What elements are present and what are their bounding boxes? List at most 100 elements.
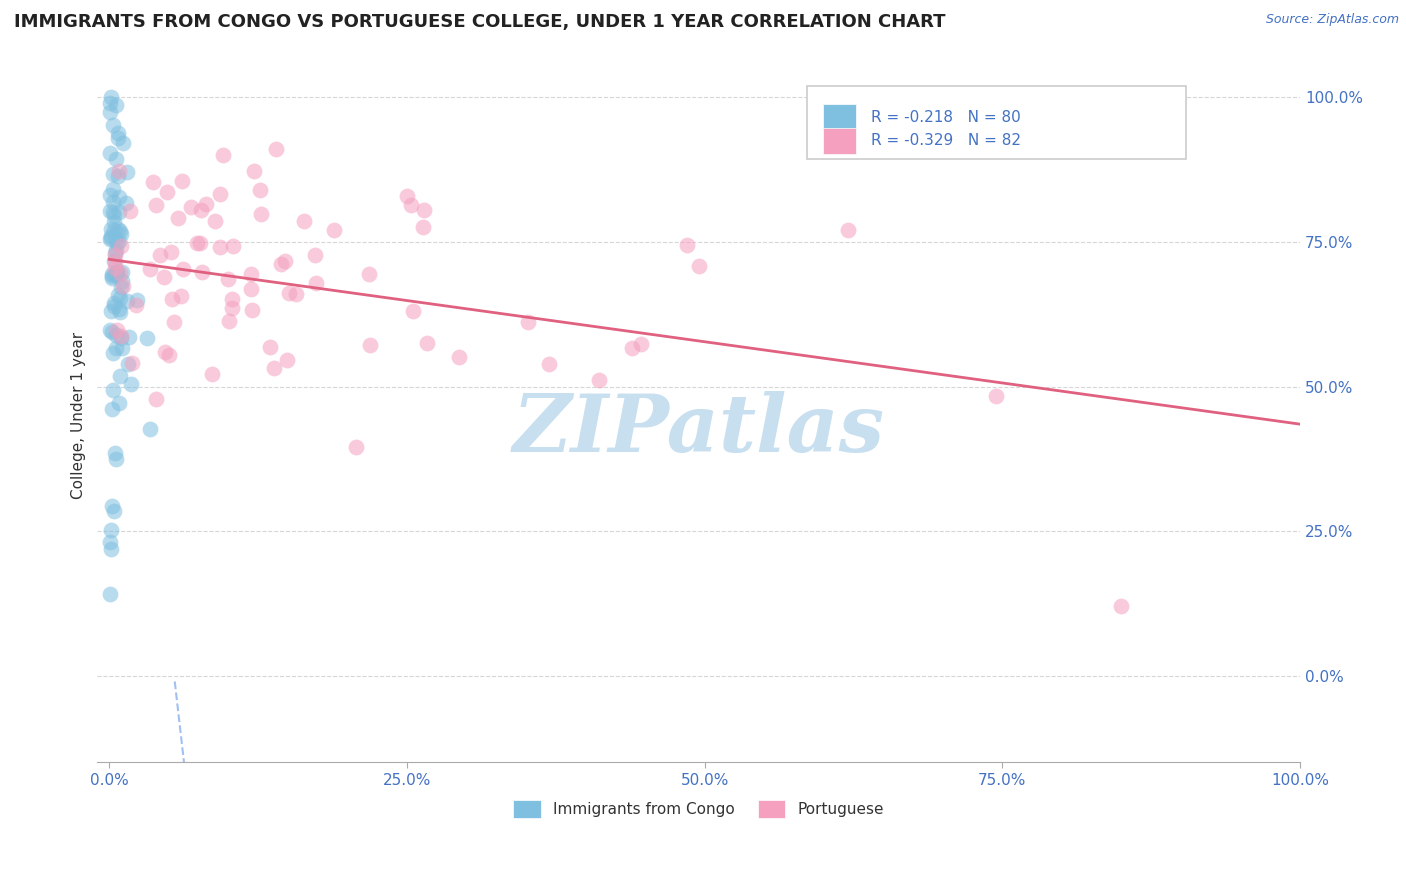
Point	[110, 331, 132, 345]
Point	[103, 223, 125, 237]
Point	[239, 267, 262, 281]
Point	[322, 223, 344, 237]
Point	[118, 204, 141, 219]
Point	[101, 325, 124, 339]
Point	[689, 260, 711, 274]
Point	[104, 246, 127, 260]
Point	[107, 169, 129, 184]
Point	[100, 203, 122, 218]
Point	[148, 248, 170, 262]
Point	[100, 542, 122, 557]
Point	[101, 167, 124, 181]
Point	[103, 119, 125, 133]
Point	[630, 337, 652, 351]
Point	[166, 211, 188, 225]
Point	[101, 345, 124, 359]
Point	[107, 302, 129, 317]
Point	[100, 270, 122, 285]
Point	[984, 389, 1007, 403]
Point	[153, 270, 176, 285]
Point	[110, 329, 132, 343]
Point	[1111, 599, 1133, 614]
Point	[209, 186, 232, 201]
Point	[105, 236, 128, 251]
Point	[212, 147, 235, 161]
Point	[108, 291, 131, 305]
Point	[285, 287, 308, 301]
Point	[118, 330, 141, 344]
Point	[240, 303, 263, 318]
Point	[172, 174, 194, 188]
Point	[110, 265, 132, 279]
Point	[537, 358, 560, 372]
Point	[104, 248, 127, 262]
Point	[100, 535, 122, 549]
Point	[101, 194, 124, 209]
Point	[105, 341, 128, 355]
Point	[100, 90, 122, 104]
Point	[108, 305, 131, 319]
Point	[186, 236, 208, 251]
Point	[240, 282, 263, 296]
Point	[104, 268, 127, 282]
Point	[273, 254, 295, 268]
Point	[104, 261, 127, 276]
Point	[100, 222, 122, 236]
Bar	[823, 103, 856, 130]
Point	[221, 293, 243, 307]
Point	[111, 136, 134, 151]
Point	[135, 331, 157, 345]
Point	[359, 267, 381, 281]
Point	[121, 356, 143, 370]
Y-axis label: College, Under 1 year: College, Under 1 year	[72, 332, 86, 499]
Point	[110, 227, 132, 242]
Point	[125, 293, 148, 307]
Legend: Immigrants from Congo, Portuguese: Immigrants from Congo, Portuguese	[508, 794, 890, 824]
Point	[107, 126, 129, 140]
Point	[100, 587, 122, 601]
Point	[103, 209, 125, 223]
Point	[112, 278, 135, 293]
Point	[263, 361, 285, 376]
Point	[142, 175, 165, 189]
Point	[675, 238, 697, 252]
Point	[191, 265, 214, 279]
Point	[138, 262, 160, 277]
Point	[190, 202, 212, 217]
Point	[103, 504, 125, 518]
Point	[138, 422, 160, 436]
Point	[100, 229, 122, 244]
Point	[249, 183, 271, 197]
Point	[117, 165, 139, 179]
Text: Source: ZipAtlas.com: Source: ZipAtlas.com	[1265, 13, 1399, 27]
Point	[103, 295, 125, 310]
FancyBboxPatch shape	[807, 86, 1185, 159]
Point	[103, 215, 125, 229]
Point	[276, 353, 298, 368]
Text: IMMIGRANTS FROM CONGO VS PORTUGUESE COLLEGE, UNDER 1 YEAR CORRELATION CHART: IMMIGRANTS FROM CONGO VS PORTUGUESE COLL…	[14, 13, 946, 31]
Point	[305, 277, 328, 291]
Point	[105, 264, 128, 278]
Point	[100, 323, 122, 337]
Point	[172, 262, 194, 277]
Point	[115, 196, 138, 211]
Point	[104, 97, 127, 112]
Point	[107, 222, 129, 236]
Text: R = -0.218   N = 80: R = -0.218 N = 80	[870, 110, 1021, 125]
Point	[100, 232, 122, 246]
Point	[160, 244, 183, 259]
Point	[162, 315, 184, 329]
Point	[188, 236, 211, 251]
Point	[346, 440, 368, 454]
Point	[222, 238, 245, 252]
Point	[101, 499, 124, 513]
Point	[110, 275, 132, 289]
Point	[217, 271, 239, 285]
Point	[104, 243, 127, 257]
Point	[249, 206, 271, 220]
Point	[108, 164, 131, 178]
Point	[110, 238, 132, 252]
Point	[304, 248, 326, 262]
Point	[194, 197, 217, 211]
Point	[170, 288, 193, 302]
